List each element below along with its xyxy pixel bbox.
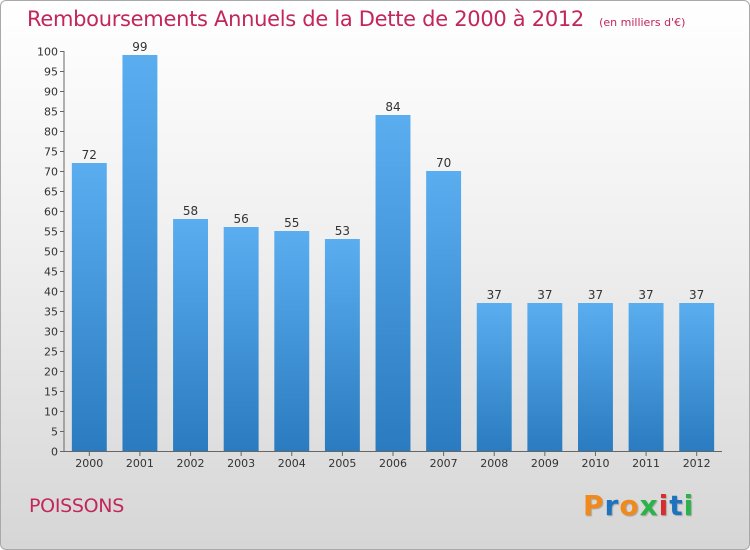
bar	[274, 231, 310, 451]
commune-name: POISSONS	[29, 495, 124, 517]
y-tick-label: 25	[44, 346, 58, 359]
chart-title: Remboursements Annuels de la Dette de 20…	[27, 7, 584, 31]
bar	[122, 55, 158, 451]
bar-chart: 0 5 10 15 20 25 30 35 40 45 50 55 60 65 70 75 80 85 90 95 10…	[37, 40, 722, 470]
bar	[375, 115, 411, 451]
y-tick-label: 30	[44, 326, 58, 339]
title-block: Remboursements Annuels de la Dette de 20…	[27, 7, 685, 31]
y-tick-label: 90	[44, 86, 58, 99]
y-tick-label: 0	[51, 446, 58, 459]
chart-subtitle: (en milliers d'€)	[599, 16, 686, 29]
y-tick-label: 10	[44, 406, 58, 419]
y-tick-label: 5	[51, 426, 58, 439]
bar	[476, 303, 512, 451]
y-tick-label: 20	[44, 366, 58, 379]
y-tick-label: 40	[44, 286, 58, 299]
bar	[223, 227, 259, 451]
data-label: 37	[588, 288, 603, 302]
y-tick-label: 100	[37, 46, 58, 59]
bar	[527, 303, 563, 451]
y-tick-label: 35	[44, 306, 58, 319]
x-tick-label: 2001	[126, 457, 154, 470]
x-tick-label: 2006	[379, 457, 407, 470]
data-label: 37	[638, 288, 653, 302]
data-label: 53	[335, 224, 350, 238]
y-tick-label: 50	[44, 246, 58, 259]
data-label: 58	[183, 204, 198, 218]
bar	[324, 239, 360, 451]
x-tick-label: 2002	[177, 457, 205, 470]
bar	[173, 219, 209, 451]
x-tick-label: 2004	[278, 457, 306, 470]
logo-letter: x	[639, 489, 659, 522]
bar	[577, 303, 613, 451]
y-tick-label: 95	[44, 66, 58, 79]
data-label: 84	[385, 100, 400, 114]
logo-letter: r	[604, 489, 620, 522]
data-label: 99	[132, 40, 147, 54]
data-label: 56	[234, 212, 249, 226]
y-tick-label: 70	[44, 166, 58, 179]
y-tick-label: 65	[44, 186, 58, 199]
data-label: 37	[537, 288, 552, 302]
x-tick-label: 2003	[227, 457, 255, 470]
proxiti-logo: Proxiti	[583, 489, 694, 522]
bars: 72 99 58 56 55 53 84 70 37 37 37 37 37	[71, 40, 715, 451]
y-tick-label: 55	[44, 226, 58, 239]
y-tick-label: 45	[44, 266, 58, 279]
data-label: 70	[436, 156, 451, 170]
logo-letter: o	[619, 489, 640, 522]
axes: 0 5 10 15 20 25 30 35 40 45 50 55 60 65 70 75 80 85 90 95 10…	[37, 46, 722, 470]
x-tick-label: 2010	[581, 457, 609, 470]
y-tick-label: 85	[44, 106, 58, 119]
x-tick-label: 2009	[531, 457, 559, 470]
x-tick-label: 2011	[632, 457, 660, 470]
bar	[679, 303, 715, 451]
x-tick-label: 2007	[430, 457, 458, 470]
x-tick-label: 2005	[328, 457, 356, 470]
x-tick-label: 2000	[75, 457, 103, 470]
logo-letter: i	[683, 489, 695, 522]
bar	[71, 163, 107, 451]
y-tick-label: 80	[44, 126, 58, 139]
y-tick-label: 15	[44, 386, 58, 399]
x-tick-label: 2012	[683, 457, 711, 470]
y-tick-label: 60	[44, 206, 58, 219]
logo-letter: t	[669, 489, 684, 522]
bar	[628, 303, 664, 451]
y-tick-label: 75	[44, 146, 58, 159]
bar	[426, 171, 462, 451]
data-label: 72	[82, 148, 97, 162]
data-label: 37	[487, 288, 502, 302]
data-label: 55	[284, 216, 299, 230]
logo-letter: i	[658, 489, 670, 522]
x-tick-label: 2008	[480, 457, 508, 470]
data-label: 37	[689, 288, 704, 302]
logo-letter: P	[583, 489, 605, 522]
